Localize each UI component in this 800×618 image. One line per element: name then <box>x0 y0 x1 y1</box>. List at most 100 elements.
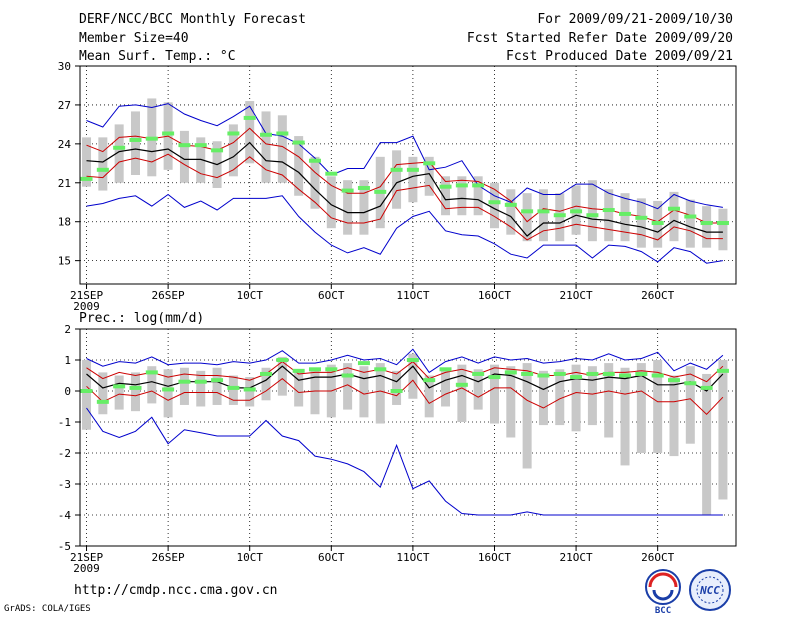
ensemble-range-bar <box>685 199 695 248</box>
ncc-logo: NCC <box>689 569 731 611</box>
y-tick-label: 18 <box>58 216 71 229</box>
member-mark <box>537 209 550 214</box>
ensemble-range-bar <box>294 136 304 196</box>
footer-url[interactable]: http://cmdp.ncc.cma.gov.cn <box>74 583 278 598</box>
ensemble-range-bar <box>702 373 712 515</box>
ensemble-range-bar <box>343 180 353 235</box>
member-mark <box>276 358 289 362</box>
member-mark <box>260 371 273 376</box>
member-mark <box>96 167 109 172</box>
member-mark <box>504 370 517 375</box>
chart-title: DERF/NCC/BCC Monthly Forecast <box>79 12 306 27</box>
x-tick-label: 21OCT <box>560 289 593 302</box>
member-mark <box>700 221 713 226</box>
ensemble-range-bar <box>620 367 630 466</box>
ensemble-range-bar <box>163 369 173 418</box>
y-tick-label: -5 <box>58 540 71 553</box>
member-mark <box>243 387 256 392</box>
ensemble-range-bar <box>441 367 451 407</box>
member-mark <box>357 361 370 366</box>
y-tick-label: 30 <box>58 60 71 73</box>
member-mark <box>406 358 419 362</box>
member-mark <box>716 368 729 373</box>
series-line-min <box>86 193 723 264</box>
ensemble-range-bar <box>685 366 695 444</box>
member-mark <box>325 367 338 372</box>
y-tick-label: -4 <box>58 509 72 522</box>
member-mark <box>684 381 697 386</box>
y-tick-label: 0 <box>64 385 71 398</box>
x-tick-label: 10CT <box>236 289 263 302</box>
ensemble-range-bar <box>228 124 238 177</box>
ensemble-range-bar <box>343 363 353 410</box>
ensemble-range-bar <box>147 366 157 404</box>
x-tick-label: 11OCT <box>396 289 429 302</box>
ensemble-range-bar <box>130 372 140 412</box>
member-mark <box>211 378 224 383</box>
member-mark <box>619 211 632 216</box>
x-tick-label: 6OCT <box>318 551 345 564</box>
x-tick-label: 10CT <box>236 551 263 564</box>
member-mark <box>570 375 583 380</box>
x-tick-label: 6OCT <box>318 289 345 302</box>
ensemble-range-bar <box>571 364 581 432</box>
ensemble-range-bar <box>587 180 597 242</box>
x-tick-label: 21OCT <box>560 551 593 564</box>
x-tick-label: 26SEP <box>152 289 185 302</box>
member-mark <box>602 208 615 213</box>
ensemble-range-bar <box>522 363 532 469</box>
member-mark <box>145 136 158 141</box>
member-mark <box>390 389 403 393</box>
member-mark <box>635 215 648 220</box>
member-mark <box>521 209 534 214</box>
ensemble-range-bar <box>375 363 385 424</box>
x-tick-label: 11OCT <box>396 551 429 564</box>
variable-label: Mean Surf. Temp.: °C <box>79 49 236 64</box>
member-mark <box>341 373 354 378</box>
ensemble-range-bar <box>636 198 646 248</box>
y-tick-label: 1 <box>64 354 71 367</box>
member-mark <box>145 370 158 375</box>
x-tick-label: 16OCT <box>478 551 511 564</box>
ensemble-range-bar <box>228 375 238 405</box>
member-mark <box>537 373 550 378</box>
ensemble-range-bar <box>392 370 402 405</box>
member-mark <box>292 368 305 373</box>
member-mark <box>716 221 729 226</box>
ensemble-range-bar <box>457 364 467 422</box>
member-mark <box>423 378 436 383</box>
x-tick-label: 26SEP <box>152 551 185 564</box>
member-mark <box>439 367 452 372</box>
ensemble-range-bar <box>587 366 597 426</box>
ensemble-range-bar <box>245 377 255 407</box>
logo-area: BCC NCC <box>645 569 731 616</box>
series-line-max <box>86 103 723 210</box>
grads-credit: GrADS: COLA/IGES <box>4 604 91 614</box>
y-tick-label: -1 <box>58 416 71 429</box>
ensemble-range-bar <box>636 363 646 453</box>
member-mark <box>406 167 419 172</box>
ensemble-range-bar <box>718 208 728 251</box>
fcst-produced-date: Fcst Produced Date 2009/09/21 <box>506 49 733 64</box>
y-tick-label: 15 <box>58 255 71 268</box>
x-tick-year: 2009 <box>73 300 100 313</box>
member-mark <box>211 148 224 153</box>
ensemble-range-bar <box>196 370 206 407</box>
member-mark <box>684 214 697 219</box>
ensemble-range-bar <box>506 366 516 438</box>
member-mark <box>586 213 599 218</box>
member-mark <box>341 188 354 193</box>
series-line-min <box>86 407 723 516</box>
member-mark <box>553 371 566 376</box>
ensemble-range-bar <box>310 156 320 209</box>
series-line-lower <box>86 377 724 416</box>
ensemble-range-bar <box>196 137 206 183</box>
member-mark <box>227 131 240 136</box>
ensemble-range-bar <box>538 370 548 426</box>
ensemble-range-bar <box>473 369 483 410</box>
x-tick-label: 26OCT <box>641 551 674 564</box>
ensemble-range-bar <box>392 150 402 209</box>
member-mark <box>357 185 370 190</box>
